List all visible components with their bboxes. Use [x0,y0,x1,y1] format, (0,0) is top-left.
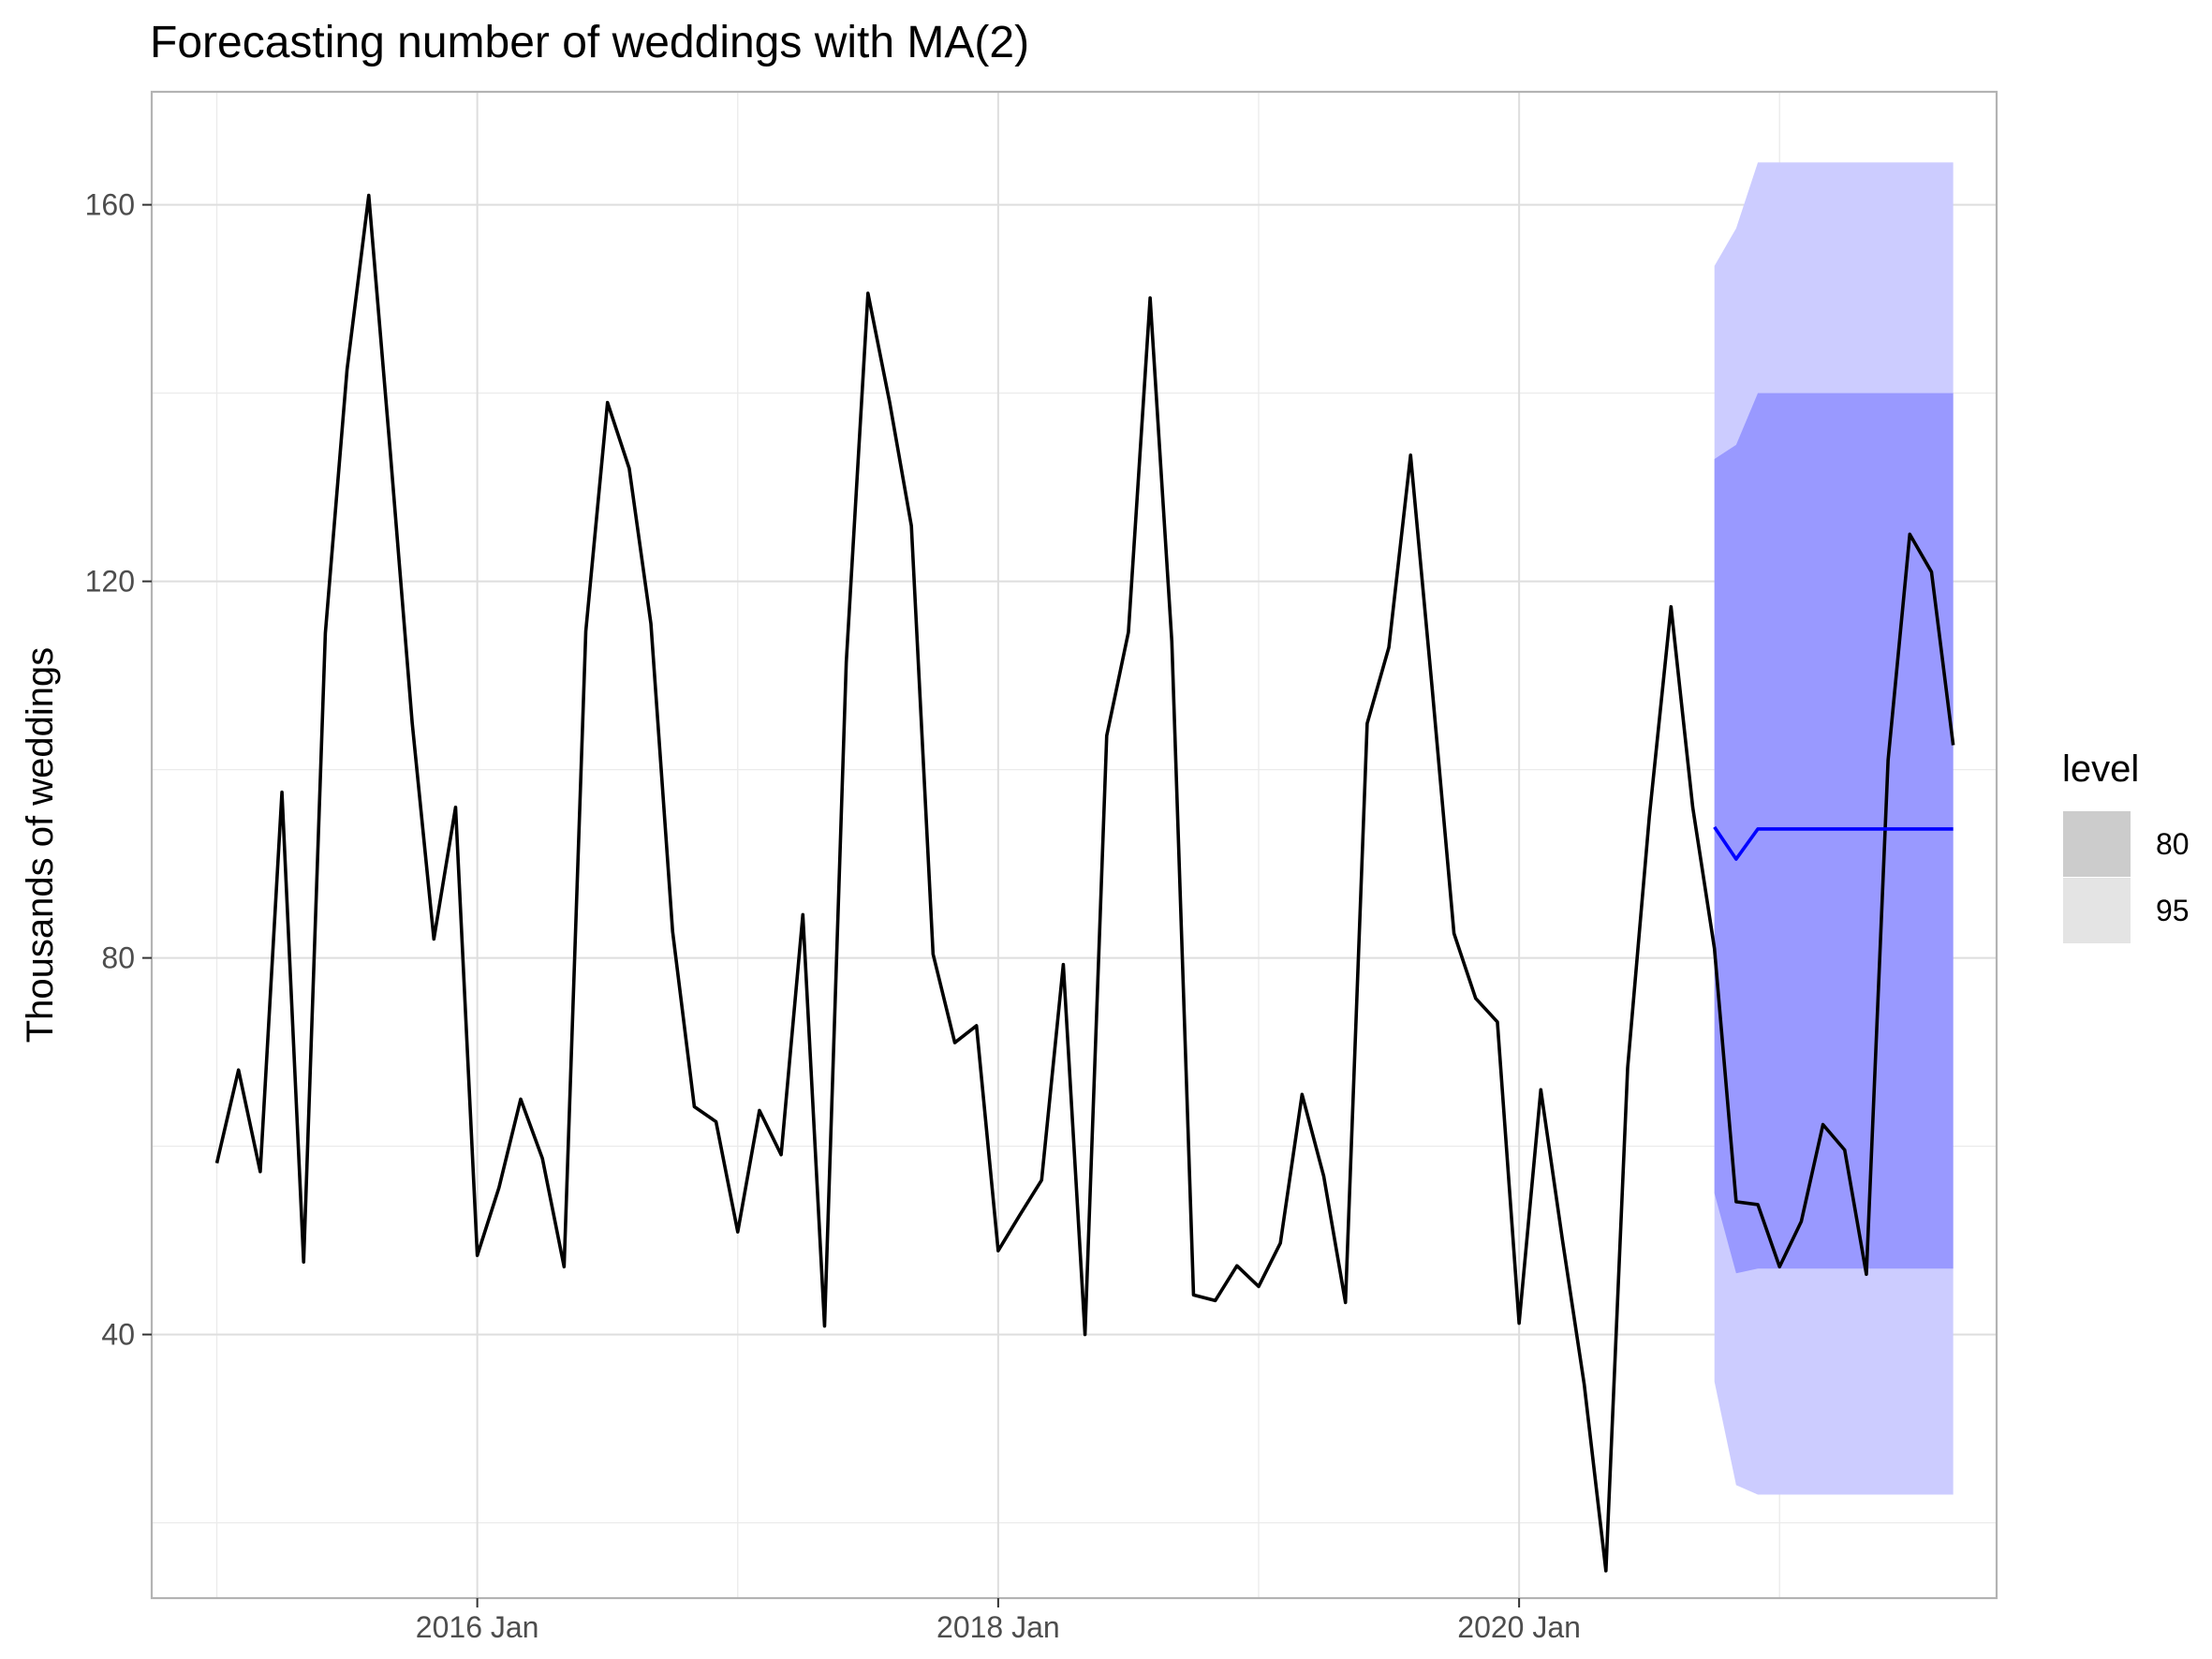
y-tick-label: 120 [85,565,135,599]
y-axis-title: Thousands of weddings [20,647,61,1044]
x-tick-label: 2016 Jan [416,1610,539,1644]
plot-panel [152,92,1997,1598]
observed-series-line [214,193,1955,1573]
y-tick-label: 80 [101,941,135,975]
x-axis: 2016 Jan 2018 Jan 2020 Jan [416,1598,1581,1644]
legend-label-95: 95 [2156,894,2190,927]
chart-title: Forecasting number of weddings with MA(2… [150,18,1030,67]
interval-80-ribbon [1714,393,1954,1274]
legend-title: level [2062,748,2139,790]
y-tick-label: 160 [85,188,135,222]
series-lines [214,193,1955,1573]
legend-key-95 [2063,878,2131,943]
legend: level 80 95 [2062,748,2190,943]
y-axis: 40 80 120 160 [85,188,152,1352]
major-gridlines [152,92,1997,1598]
forecast-series-line [1713,825,1954,861]
legend-label-80: 80 [2156,827,2190,861]
y-tick-label: 40 [101,1318,135,1352]
x-tick-label: 2020 Jan [1457,1610,1581,1644]
panel-border [150,90,1998,1600]
legend-key-80 [2063,811,2131,877]
x-tick-label: 2018 Jan [936,1610,1060,1644]
